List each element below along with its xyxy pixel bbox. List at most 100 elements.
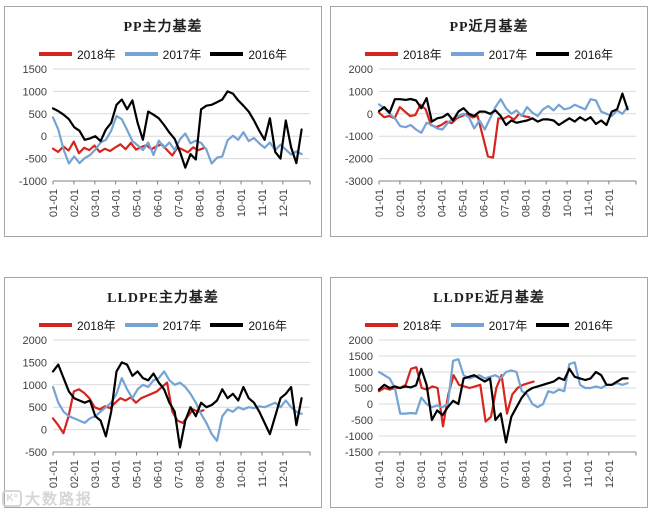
legend-label: 2017年 [162,318,202,333]
legend-line-swatch-blue [450,323,484,327]
chart-legend: 2018年 2017年 2016年 [331,46,647,62]
svg-text:03-01: 03-01 [90,189,102,217]
svg-text:06-01: 06-01 [478,460,490,488]
svg-text:1000: 1000 [349,86,373,98]
svg-text:10-01: 10-01 [236,189,248,217]
svg-text:11-01: 11-01 [257,460,269,487]
svg-text:04-01: 04-01 [111,460,123,488]
svg-text:08-01: 08-01 [194,189,206,217]
watermark: K° 大数路报 [2,488,93,509]
svg-text:0: 0 [41,131,47,143]
svg-text:10-01: 10-01 [562,460,574,488]
svg-text:09-01: 09-01 [541,460,553,488]
svg-text:-1000: -1000 [19,176,47,188]
legend-label: 2017年 [162,47,202,62]
legend-line-swatch-black [210,323,244,327]
legend-label: 2016年 [248,47,288,62]
svg-text:1500: 1500 [23,64,47,76]
chart-legend: 2018年 2017年 2016年 [5,317,321,333]
chart-title: LLDPE近月基差 [433,291,545,306]
legend-line-swatch-red [38,323,72,327]
legend-line-swatch-red [364,323,398,327]
legend-label: 2016年 [248,318,288,333]
chart-legend: 2018年 2017年 2016年 [331,317,647,333]
svg-text:-1000: -1000 [345,131,373,143]
watermark-logo-icon: K° [2,490,22,507]
svg-text:-500: -500 [351,415,373,427]
svg-text:08-01: 08-01 [520,460,532,488]
chart-title: PP主力基差 [123,20,203,35]
svg-text:01-01: 01-01 [48,189,60,217]
legend-item-2017: 2017年 [450,317,528,334]
legend-item-2016: 2016年 [210,46,287,63]
legend-item-2018: 2018年 [38,317,116,334]
legend-label: 2016年 [574,318,614,333]
svg-text:05-01: 05-01 [132,460,144,488]
legend-label: 2017年 [488,47,528,62]
svg-text:12-01: 12-01 [278,460,290,488]
svg-text:1000: 1000 [23,380,47,392]
legend-item-2017: 2017年 [124,317,202,334]
svg-text:11-01: 11-01 [257,189,269,216]
legend-line-swatch-red [38,52,72,56]
svg-text:01-01: 01-01 [48,460,60,488]
legend-item-2016: 2016年 [536,46,613,63]
watermark-text: 大数路报 [25,491,94,508]
svg-text:-1500: -1500 [345,447,373,459]
svg-text:03-01: 03-01 [416,460,428,488]
svg-text:03-01: 03-01 [416,189,428,217]
svg-text:10-01: 10-01 [236,460,248,488]
svg-text:0: 0 [367,109,373,121]
legend-item-2018: 2018年 [38,46,116,63]
svg-text:07-01: 07-01 [499,460,511,488]
chart-panel-pp-near-basis: PP近月基差 2018年 2017年 2016年 -3000 -2000 -1000… [330,6,648,237]
svg-text:-3000: -3000 [345,176,373,188]
svg-text:02-01: 02-01 [69,460,81,488]
legend-label: 2016年 [574,47,614,62]
svg-text:07-01: 07-01 [173,189,185,217]
legend-line-swatch-black [536,52,570,56]
svg-text:09-01: 09-01 [215,460,227,488]
svg-text:02-01: 02-01 [395,189,407,217]
chart-panel-lldpe-main-basis: LLDPE主力基差 2018年 2017年 2016年 -500 0 500 1000… [4,277,322,508]
svg-text:06-01: 06-01 [152,189,164,217]
svg-text:12-01: 12-01 [604,460,616,488]
line-chart-plot: -500 0 500 1000 1500 2000 01-01 02-01 03-01 04-01… [23,335,311,488]
svg-text:03-01: 03-01 [90,460,102,488]
legend-item-2016: 2016年 [536,317,613,334]
svg-text:2000: 2000 [349,64,373,76]
legend-line-swatch-blue [450,52,484,56]
svg-text:05-01: 05-01 [132,189,144,217]
svg-text:09-01: 09-01 [541,189,553,217]
legend-label: 2017年 [488,318,528,333]
chart-panel-lldpe-near-basis: LLDPE近月基差 2018年 2017年 2016年 -1500 -1000 -5… [330,277,648,508]
legend-item-2017: 2017年 [124,46,202,63]
svg-text:2000: 2000 [349,335,373,347]
svg-text:0: 0 [41,425,47,437]
legend-line-swatch-blue [124,323,158,327]
legend-item-2018: 2018年 [364,317,442,334]
line-chart-plot: -1000 -500 0 500 1000 1500 01-01 02-01 03-01 04-0… [19,64,311,217]
legend-item-2017: 2017年 [450,46,528,63]
svg-text:04-01: 04-01 [111,189,123,217]
svg-text:09-01: 09-01 [215,189,227,217]
legend-label: 2018年 [76,318,116,333]
svg-text:-2000: -2000 [345,154,373,166]
legend-label: 2018年 [76,47,116,62]
svg-text:1000: 1000 [349,367,373,379]
svg-text:02-01: 02-01 [69,189,81,217]
svg-text:500: 500 [29,402,47,414]
svg-text:1500: 1500 [349,351,373,363]
chart-title: PP近月基差 [449,20,529,35]
legend-line-swatch-black [536,323,570,327]
svg-text:-500: -500 [25,154,47,166]
legend-label: 2018年 [402,47,442,62]
svg-text:05-01: 05-01 [458,460,470,488]
svg-text:11-01: 11-01 [583,189,595,216]
svg-text:500: 500 [29,109,47,121]
svg-text:07-01: 07-01 [499,189,511,217]
chart-legend: 2018年 2017年 2016年 [5,46,321,62]
svg-text:06-01: 06-01 [478,189,490,217]
svg-text:-1000: -1000 [345,431,373,443]
legend-item-2018: 2018年 [364,46,442,63]
